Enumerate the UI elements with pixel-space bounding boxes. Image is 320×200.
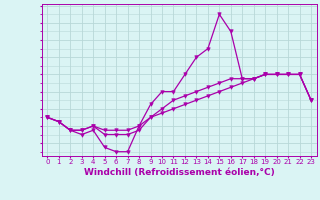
X-axis label: Windchill (Refroidissement éolien,°C): Windchill (Refroidissement éolien,°C) [84,168,275,177]
